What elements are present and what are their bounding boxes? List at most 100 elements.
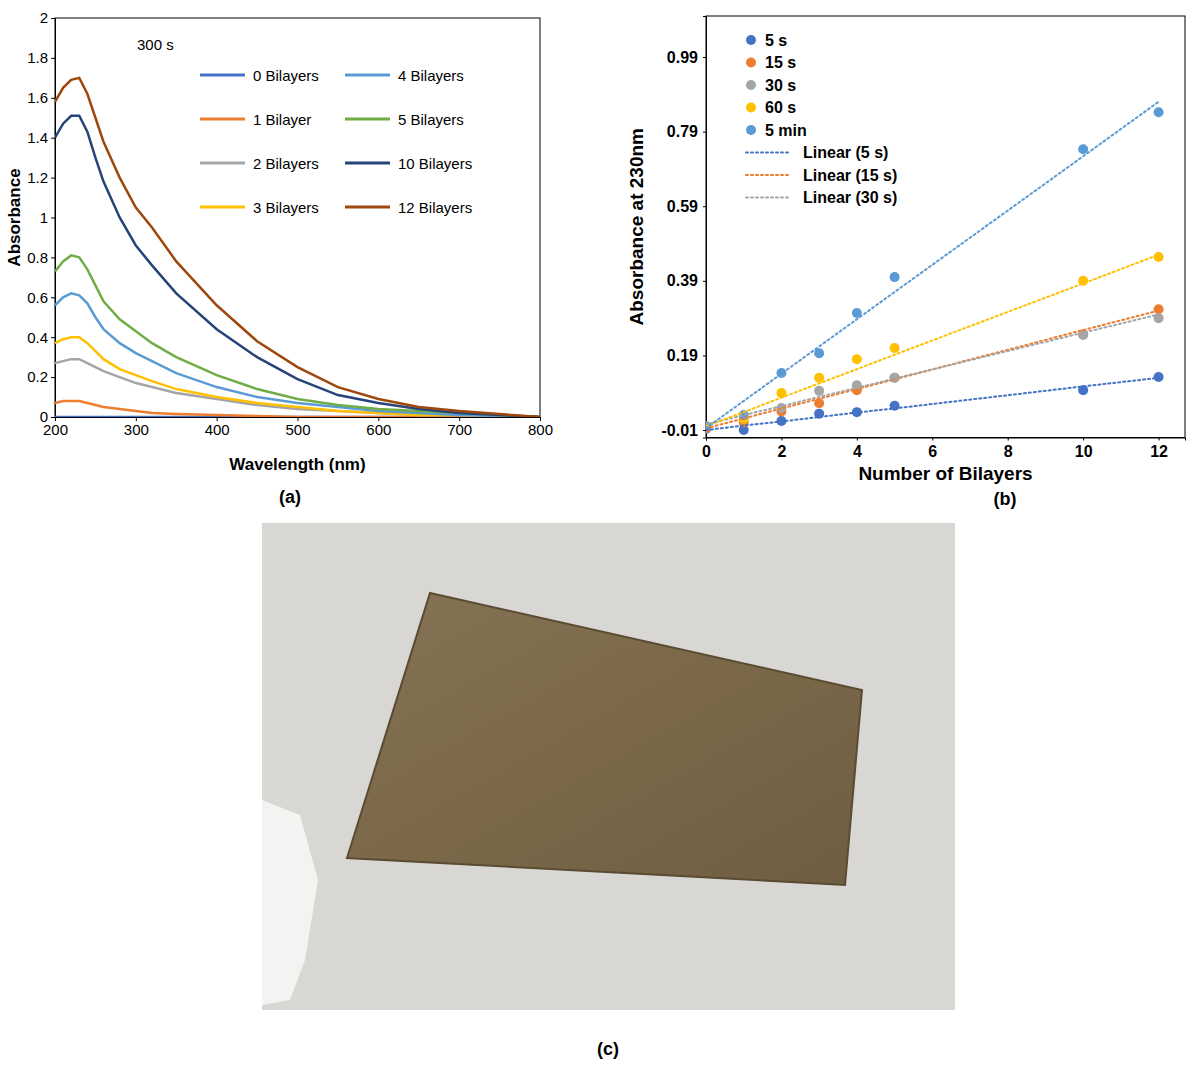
tick-mark (932, 438, 933, 441)
tick-label: 0.6 (27, 289, 48, 306)
legend-label: Linear (15 s) (803, 167, 897, 184)
tick-label: 500 (285, 421, 310, 438)
tick: 0.99 (667, 49, 706, 66)
tick: 2 (777, 438, 786, 460)
tick-label: 400 (205, 421, 230, 438)
legend-item: 3 Bilayers (200, 199, 319, 216)
tick-mark (703, 132, 706, 133)
tick-label: 0 (702, 443, 711, 460)
tick: 1 (40, 209, 55, 226)
legend-swatch (345, 206, 390, 209)
legend-label: 12 Bilayers (398, 199, 472, 216)
tick-mark (1159, 438, 1160, 441)
tick-label: 0.79 (667, 123, 698, 140)
tick: 10 (1075, 438, 1093, 460)
tick-label: 0.99 (667, 49, 698, 66)
tick-label: 600 (366, 421, 391, 438)
legend-swatch (746, 35, 756, 45)
tick-label: 0.59 (667, 198, 698, 215)
tick-label: 10 (1075, 443, 1093, 460)
chart: 024681012-0.010.190.390.590.790.99Number… (626, 16, 1186, 484)
plot-frame (706, 16, 1185, 438)
plot-frame (55, 18, 540, 417)
legend-item: 4 Bilayers (345, 67, 464, 84)
legend-item: 1 Bilayer (200, 111, 311, 128)
point (890, 272, 900, 282)
legend-item: 5 min (746, 122, 807, 139)
tick-label: 0.19 (667, 347, 698, 364)
tick-mark (1083, 438, 1084, 441)
plot-area (55, 78, 540, 417)
x-axis-line (707, 438, 1186, 441)
tick-label: 4 (853, 443, 862, 460)
tick-mark (51, 98, 55, 99)
tick-mark (1008, 438, 1009, 441)
y-axis-line (51, 19, 56, 418)
point (814, 386, 824, 396)
tick-label: 1.2 (27, 169, 48, 186)
tick-label: 0.2 (27, 368, 48, 385)
tick-mark (703, 430, 706, 431)
legend: 5 s 15 s 30 s 60 s 5 min Linear (5 s) Linear (… (746, 32, 897, 207)
tick-mark (781, 438, 782, 441)
tick-mark (51, 58, 55, 59)
legend-label: 10 Bilayers (398, 155, 472, 172)
tick: 2 (40, 9, 55, 26)
tick-label: 6 (928, 443, 937, 460)
point (890, 343, 900, 353)
tick-label: 2 (40, 9, 48, 26)
tick: 0.79 (667, 123, 706, 140)
tick-mark (51, 138, 55, 139)
tick: 1.8 (27, 49, 55, 66)
legend-label: 5 min (765, 122, 807, 139)
point (776, 368, 786, 378)
panel-label: (c) (597, 1039, 619, 1059)
tick-label: 1.8 (27, 49, 48, 66)
tick-label: 1.4 (27, 129, 48, 146)
legend-item: 2 Bilayers (200, 155, 319, 172)
tick-mark (703, 355, 706, 356)
trendline (706, 102, 1159, 428)
series-line (55, 78, 540, 417)
tick: 700 (447, 417, 472, 438)
tick: 0.4 (27, 329, 55, 346)
tick-mark (51, 297, 55, 298)
legend-label: 15 s (765, 54, 796, 71)
legend-swatch (200, 162, 245, 165)
photo (262, 523, 955, 1010)
legend: 0 Bilayers 1 Bilayer 2 Bilayers 3 Bilayers 4… (200, 67, 472, 216)
tick-mark (51, 178, 55, 179)
legend-label: Linear (30 s) (803, 189, 897, 206)
y-axis-line (703, 17, 707, 439)
legend-swatch (200, 206, 245, 209)
point (852, 354, 862, 364)
figure: 20030040050060070080000.20.40.60.811.21.… (0, 0, 1194, 1070)
series-line (55, 255, 540, 417)
legend-label: 30 s (765, 77, 796, 94)
legend-label: 60 s (765, 99, 796, 116)
legend-swatch (345, 74, 390, 77)
legend-item: 0 Bilayers (200, 67, 319, 84)
legend-item: 15 s (746, 54, 796, 71)
tick: 300 (124, 417, 149, 438)
tick-label: 1 (40, 209, 48, 226)
chart: 20030040050060070080000.20.40.60.811.21.… (5, 9, 554, 474)
tick: 8 (1004, 438, 1013, 460)
tick: 1.4 (27, 129, 55, 146)
photo-slide (347, 593, 862, 885)
tick-label: 8 (1004, 443, 1013, 460)
y-axis-title: Absorbance (5, 168, 24, 266)
trendline (706, 311, 1159, 428)
trendline (706, 314, 1159, 424)
tick: 0.39 (667, 272, 706, 289)
tick-label: 1.6 (27, 89, 48, 106)
legend-label: 5 s (765, 32, 787, 49)
y-axis-title: Absorbance at 230nm (626, 128, 647, 325)
legend-label: Linear (5 s) (803, 144, 888, 161)
tick: 0 (40, 408, 55, 425)
tick-label: 2 (777, 443, 786, 460)
legend-item: 5 Bilayers (345, 111, 464, 128)
legend-swatch (746, 152, 791, 154)
tick-mark (51, 18, 55, 19)
legend-swatch (200, 118, 245, 121)
